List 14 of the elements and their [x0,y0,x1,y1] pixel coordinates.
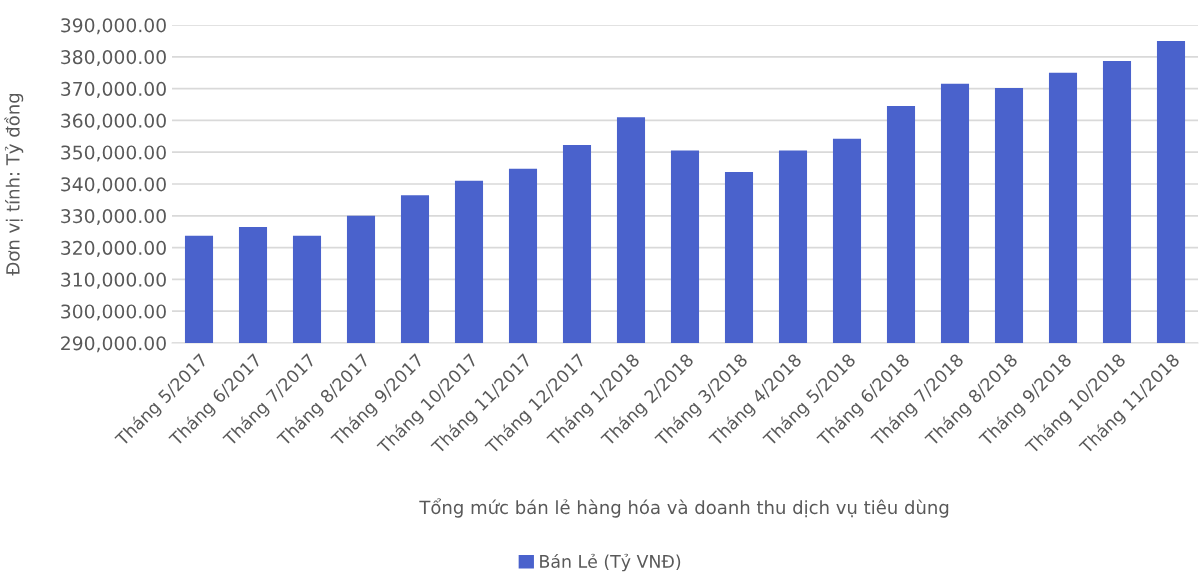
legend-label: Bán Lẻ (Tỷ VNĐ) [540,553,681,572]
y-tick-label: 360,000.00 [61,113,166,130]
y-tick-label: 370,000.00 [61,81,166,98]
y-tick-label: 330,000.00 [61,209,166,226]
y-tick-label: 290,000.00 [61,336,166,353]
y-tick-label: 310,000.00 [61,272,166,289]
y-tick-label: 390,000.00 [61,18,166,35]
y-tick-label: 300,000.00 [61,304,166,321]
y-tick-label: 340,000.00 [61,177,166,194]
y-tick-label: 350,000.00 [61,145,166,162]
y-axis-title: Đơn vị tính: Tỷ đồng [4,93,24,276]
y-tick-label: 320,000.00 [61,240,166,257]
y-tick-label: 380,000.00 [61,50,166,67]
x-axis-title: Tổng mức bán lẻ hàng hóa và doanh thu dịch vụ tiêu dùng [419,498,949,518]
